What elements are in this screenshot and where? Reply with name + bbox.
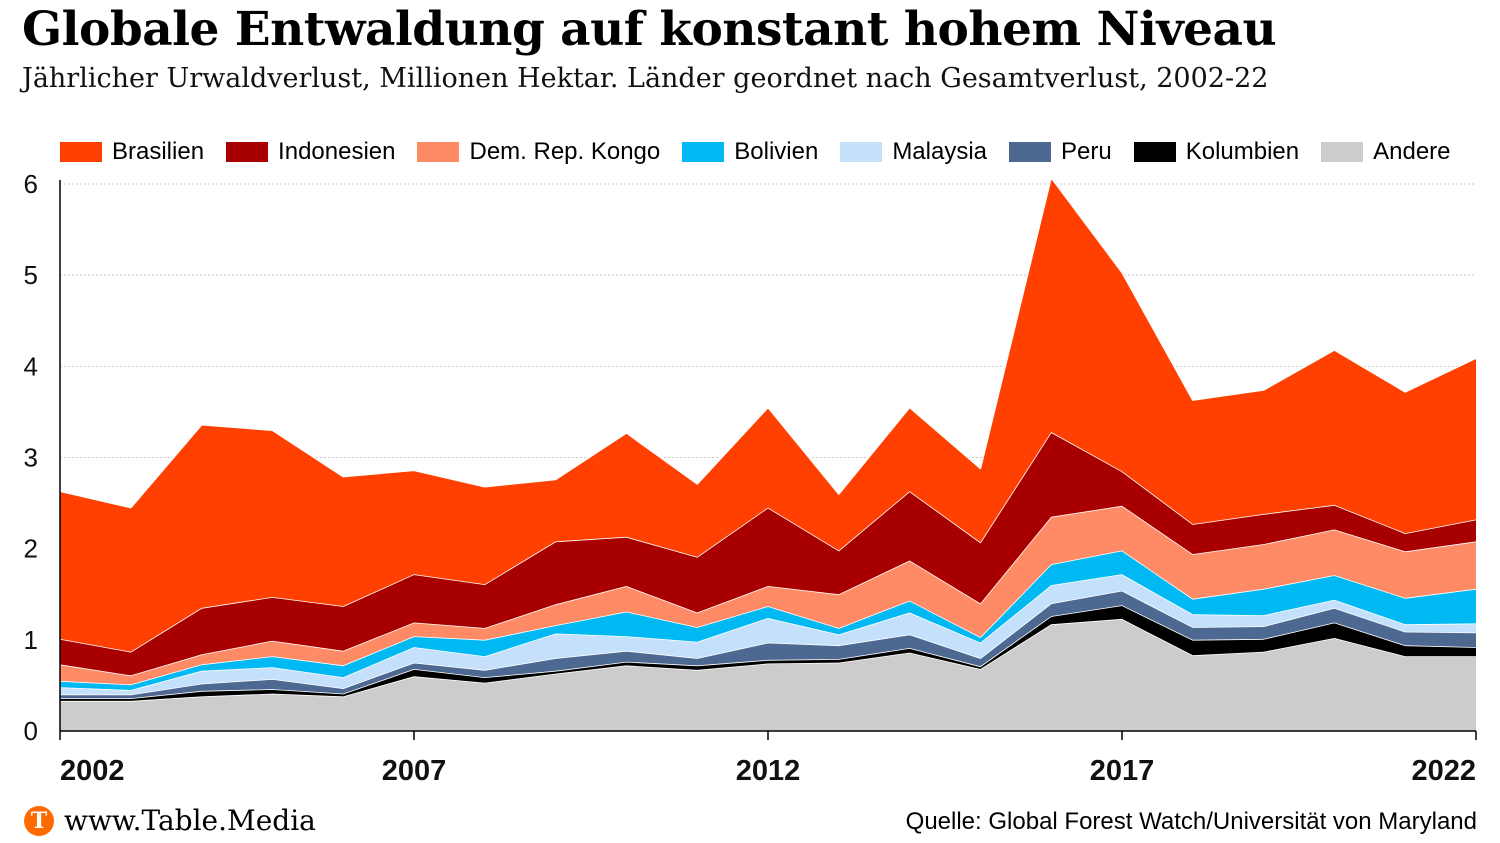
legend-swatch-peru — [1009, 142, 1052, 162]
legend-item-bolivien: Bolivien — [682, 138, 818, 166]
legend-label-dem-rep-kongo: Dem. Rep. Kongo — [469, 138, 661, 165]
legend-item-andere: Andere — [1321, 138, 1451, 166]
area-brasilien — [60, 177, 1476, 652]
legend-item-malaysia: Malaysia — [840, 138, 987, 166]
area-series — [59, 176, 1477, 731]
x-tick-label-2002: 2002 — [60, 755, 125, 787]
y-tick-label-0: 0 — [24, 716, 38, 746]
legend-label-bolivien: Bolivien — [734, 138, 819, 165]
legend-swatch-indonesien — [226, 142, 269, 162]
area-dem-rep-kongo — [60, 505, 1476, 685]
legend-label-kolumbien: Kolumbien — [1185, 138, 1300, 165]
area-indonesien — [60, 432, 1476, 676]
legend-swatch-bolivien — [682, 142, 725, 162]
chart-subtitle: Jährlicher Urwaldverlust, Millionen Hekt… — [22, 63, 1269, 94]
table-media-logo: T — [24, 806, 54, 836]
x-tick-label-2017: 2017 — [1090, 755, 1155, 787]
area-malaysia — [60, 574, 1476, 695]
legend-label-andere: Andere — [1373, 138, 1451, 165]
legend-swatch-brasilien — [60, 142, 102, 162]
y-tick-label-2: 2 — [24, 534, 38, 564]
legend-label-brasilien: Brasilien — [112, 138, 205, 165]
legend-label-indonesien: Indonesien — [278, 138, 396, 165]
chart-title: Globale Entwaldung auf konstant hohem Ni… — [22, 2, 1277, 57]
y-tick-label-5: 5 — [24, 260, 38, 290]
legend-label-peru: Peru — [1061, 138, 1112, 165]
x-tick-label-2007: 2007 — [382, 755, 447, 787]
legend-item-peru: Peru — [1009, 138, 1112, 166]
legend-swatch-dem-rep-kongo — [417, 142, 460, 162]
y-tick-label-4: 4 — [24, 351, 38, 381]
area-peru — [60, 590, 1476, 699]
legend-label-malaysia: Malaysia — [892, 138, 988, 165]
x-tick-label-2022: 2022 — [1411, 755, 1476, 787]
legend-swatch-andere — [1321, 142, 1364, 162]
legend-swatch-malaysia — [840, 142, 883, 162]
y-tick-label-3: 3 — [24, 443, 38, 473]
footer-source: Quelle: Global Forest Watch/Universität … — [905, 808, 1477, 835]
legend-item-kolumbien: Kolumbien — [1133, 138, 1300, 166]
legend-item-dem-rep-kongo: Dem. Rep. Kongo — [417, 138, 660, 166]
footer-website-link[interactable]: www.Table.Media — [64, 804, 316, 837]
legend-item-brasilien: Brasilien — [60, 138, 204, 166]
legend-item-indonesien: Indonesien — [226, 138, 395, 166]
area-edge-brasilien — [59, 176, 1477, 509]
axes: 0 1 2 3 4 5 6 2002 2007 2012 2017 2022 — [24, 169, 1477, 787]
legend-swatch-kolumbien — [1133, 142, 1176, 162]
area-andere — [60, 618, 1476, 731]
chart-legend: Brasilien Indonesien Dem. Rep. Kongo Bolivi… — [60, 137, 1473, 167]
y-tick-label-1: 1 — [24, 625, 38, 655]
y-tick-label-6: 6 — [24, 169, 38, 199]
x-tick-label-2012: 2012 — [736, 755, 801, 787]
